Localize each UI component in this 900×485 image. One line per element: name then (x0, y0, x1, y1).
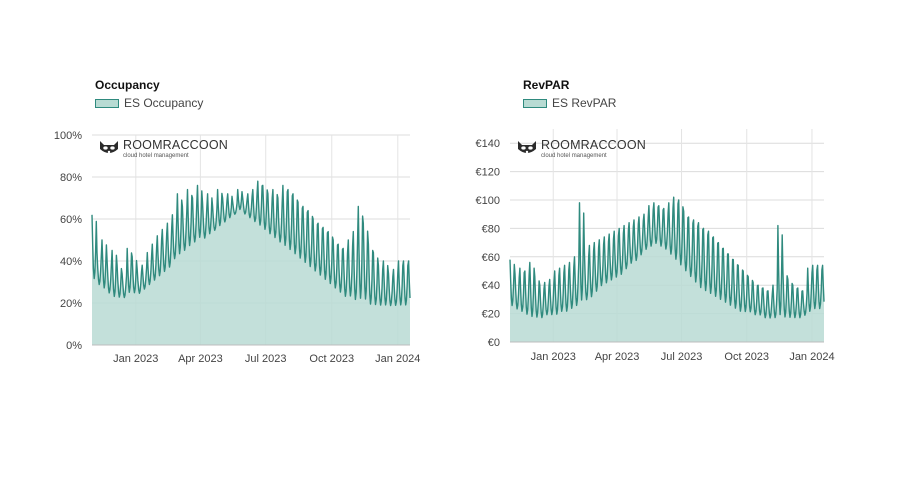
y-tick-label: 60% (60, 214, 82, 226)
revpar-panel: RevPAR ES RevPAR €0 €20 €40 €60 €80 €100 €120 €… (450, 0, 900, 485)
y-tick-label: €120 (476, 167, 500, 179)
series-area (510, 197, 824, 342)
series-line (91, 180, 411, 307)
x-tick-label: Apr 2023 (178, 353, 223, 365)
x-tick-label: Jan 2024 (375, 353, 420, 365)
brand-tagline: cloud hotel management (123, 152, 189, 159)
y-tick-label: 20% (60, 298, 82, 310)
y-tick-label: €0 (488, 337, 500, 349)
y-tick-label: €60 (482, 252, 500, 264)
brand-tagline: cloud hotel management (541, 152, 607, 159)
x-tick-label: Jan 2023 (531, 351, 576, 363)
raccoon-icon (518, 141, 536, 154)
y-tick-label: €20 (482, 309, 500, 321)
series-area (92, 181, 410, 345)
brand-logo: ROOMRACCOON cloud hotel management (98, 139, 228, 159)
x-tick-label: Jul 2023 (661, 351, 703, 363)
y-tick-label: 0% (66, 340, 82, 352)
brand-name: ROOMRACCOON (541, 138, 646, 152)
revpar-chart[interactable]: €0 €20 €40 €60 €80 €100 €120 €140 Jan 2023 Apr 20… (450, 0, 900, 485)
chart-legend[interactable]: ES Occupancy (95, 96, 203, 110)
x-tick-label: Oct 2023 (724, 351, 769, 363)
y-tick-label: €100 (476, 195, 500, 207)
y-tick-label: 80% (60, 172, 82, 184)
x-tick-label: Jan 2023 (113, 353, 158, 365)
legend-label: ES RevPAR (552, 96, 617, 110)
raccoon-icon (100, 141, 118, 154)
x-tick-label: Apr 2023 (595, 351, 640, 363)
occupancy-panel: Occupancy ES Occupancy 0% 20% 40% 60% 80% 100… (0, 0, 450, 485)
legend-label: ES Occupancy (124, 96, 204, 110)
y-tick-label: €80 (482, 223, 500, 235)
legend-swatch (95, 98, 119, 108)
chart-title: Occupancy (95, 78, 160, 92)
x-tick-label: Oct 2023 (309, 353, 354, 365)
brand-name: ROOMRACCOON (123, 138, 228, 152)
x-tick-label: Jul 2023 (245, 353, 287, 365)
series-line (509, 196, 825, 319)
chart-title: RevPAR (523, 78, 570, 92)
legend-swatch (523, 98, 547, 108)
chart-legend[interactable]: ES RevPAR (523, 96, 616, 110)
y-tick-label: €40 (482, 280, 500, 292)
y-tick-label: €140 (476, 138, 500, 150)
x-tick-label: Jan 2024 (789, 351, 834, 363)
y-tick-label: 40% (60, 256, 82, 268)
y-tick-label: 100% (54, 130, 82, 142)
brand-logo: ROOMRACCOON cloud hotel management (516, 139, 646, 159)
occupancy-chart[interactable]: 0% 20% 40% 60% 80% 100% Jan 2023 Apr 2023 Jul 20… (0, 0, 450, 485)
